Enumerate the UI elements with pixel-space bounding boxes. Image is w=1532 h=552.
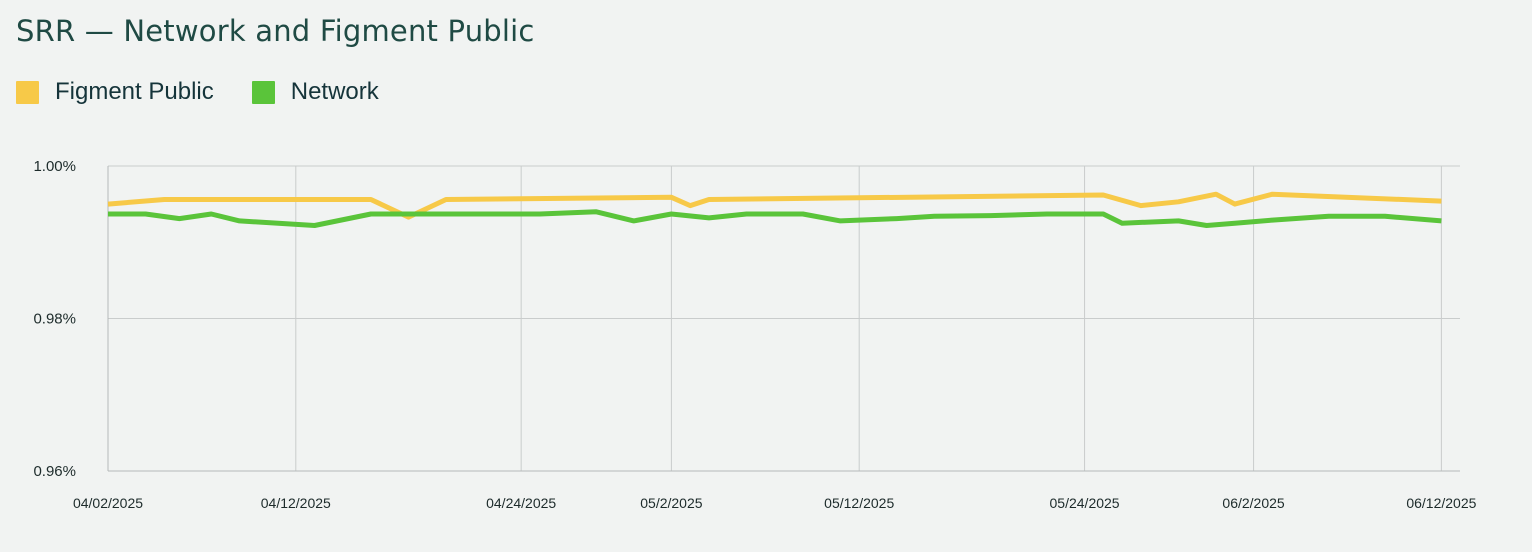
x-tick-label: 05/24/2025 <box>1050 495 1120 511</box>
legend-item-figment-public[interactable]: Figment Public <box>16 78 214 106</box>
legend-item-network[interactable]: Network <box>251 78 379 106</box>
y-tick-label: 0.96% <box>33 463 76 480</box>
x-tick-label: 06/2/2025 <box>1222 495 1284 511</box>
x-tick-label: 06/12/2025 <box>1406 495 1476 511</box>
chart-title: SRR — Network and Figment Public <box>16 14 535 48</box>
x-tick-label: 04/02/2025 <box>73 495 143 511</box>
series-line-network <box>108 209 1442 228</box>
x-tick-label: 05/12/2025 <box>824 495 894 511</box>
y-tick-label: 1.00% <box>33 158 76 175</box>
legend-swatch-network <box>251 80 275 104</box>
legend-swatch-figment-public <box>16 80 39 104</box>
x-tick-label: 04/24/2025 <box>486 495 556 511</box>
series-line-figment-public <box>107 191 1442 220</box>
legend-label-figment-public: Figment Public <box>55 78 214 105</box>
legend-label-network: Network <box>290 78 379 105</box>
x-tick-label: 05/2/2025 <box>640 495 702 511</box>
x-tick-label: 04/12/2025 <box>261 495 331 511</box>
legend: Figment Public Network <box>16 78 417 106</box>
y-tick-label: 0.98% <box>33 311 76 328</box>
